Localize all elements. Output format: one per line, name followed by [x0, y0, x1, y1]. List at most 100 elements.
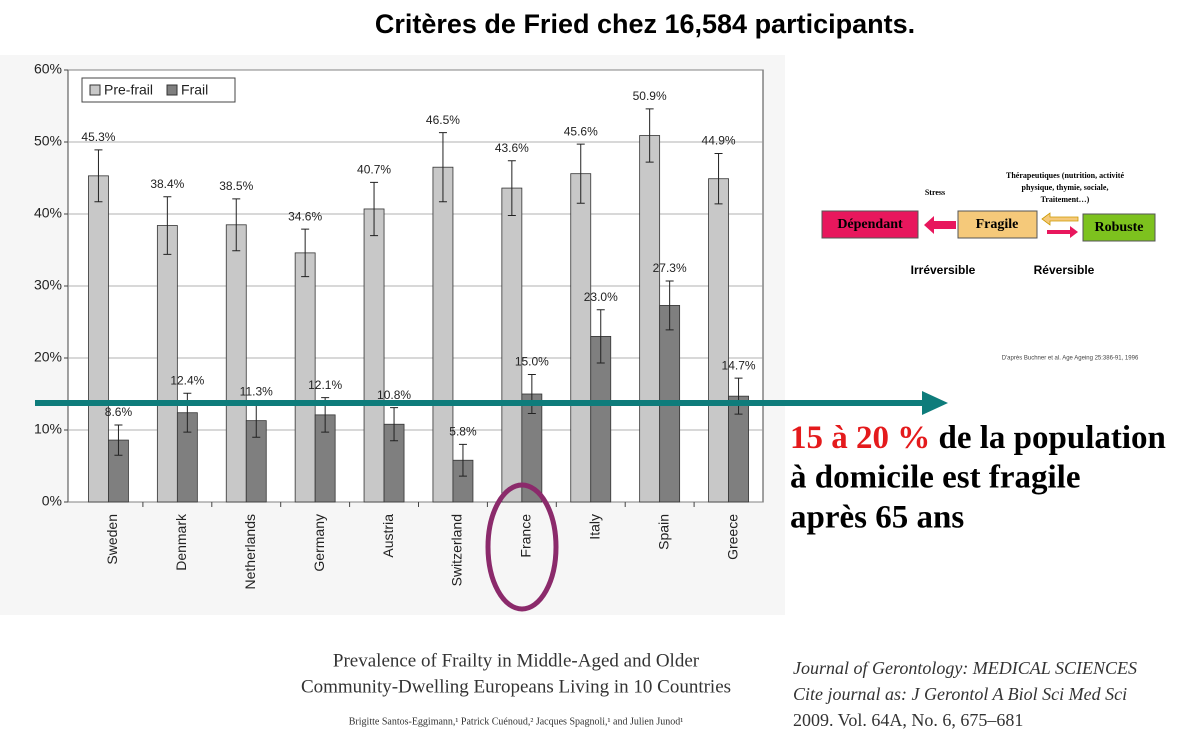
journal-line: Cite journal as: J Gerontol A Biol Sci M… [793, 684, 1127, 704]
x-tick-label: France [518, 514, 534, 558]
bar [363, 208, 385, 503]
error-bar [390, 407, 399, 442]
bar [88, 175, 109, 503]
legend-swatch [166, 84, 178, 96]
error-bar [114, 424, 123, 456]
y-tick-label: 20% [34, 349, 62, 365]
slide-title: Critères de Fried chez 16,584 participan… [375, 9, 915, 39]
bar [156, 225, 178, 503]
highlight-circle [485, 482, 559, 612]
x-tick-label: Switzerland [449, 514, 465, 586]
x-tick-label: Italy [586, 514, 602, 540]
legend-label: Pre-frail [104, 82, 153, 98]
article-authors: Brigitte Santos-Eggimann,¹ Patrick Cuéno… [349, 716, 683, 727]
value-label: 38.5% [219, 179, 253, 193]
article-title: Prevalence of Frailty in Middle-Aged and… [333, 650, 700, 671]
article-title: Community-Dwelling Europeans Living in 1… [301, 676, 731, 697]
node-label: Dépendant [837, 217, 903, 232]
error-bar [183, 392, 192, 433]
bar [501, 187, 523, 503]
therapeutics-label: Thérapeutiques (nutrition, activité [1006, 171, 1124, 180]
error-bar [645, 108, 654, 163]
therapeutics-label: physique, thymie, sociale, [1022, 183, 1109, 192]
x-tick-label: Denmark [173, 513, 189, 571]
bar [432, 166, 454, 503]
message-highlight: 15 à 20 % [790, 420, 930, 456]
value-label: 10.8% [377, 388, 411, 402]
error-bar [301, 228, 310, 278]
value-label: 23.0% [584, 290, 618, 304]
message-line: 15 à 20 % de la population [790, 420, 1166, 456]
node-label: Fragile [976, 217, 1019, 232]
error-bar [665, 280, 674, 331]
bar [708, 178, 729, 503]
error-bar [163, 196, 172, 255]
node-box [1082, 213, 1156, 242]
arrow [1041, 212, 1079, 226]
error-bar [438, 132, 447, 203]
x-tick-label: Netherlands [242, 514, 258, 590]
y-tick-label: 10% [34, 421, 62, 437]
value-label: 45.6% [564, 124, 598, 138]
bar-chart: 0% 10% 20% 30% 40% 50% 60% Sweden 45.3% 8.6% Denma… [34, 61, 763, 590]
value-label: 12.4% [170, 373, 204, 387]
value-label: 14.7% [722, 358, 756, 372]
error-bar [507, 160, 516, 216]
x-tick-label: Austria [380, 514, 396, 558]
y-tick-label: 40% [34, 205, 62, 221]
y-tick-label: 0% [42, 493, 62, 509]
value-label: 34.6% [288, 209, 322, 223]
error-bar [734, 377, 743, 415]
node-label: Robuste [1094, 220, 1143, 235]
bar [639, 135, 661, 503]
error-bar [527, 374, 536, 414]
value-label: 5.8% [449, 425, 477, 439]
message-line: à domicile est fragile [790, 460, 1081, 496]
error-bar [370, 181, 379, 237]
error-bar [458, 443, 467, 477]
value-label: 38.4% [150, 177, 184, 191]
bar [570, 173, 592, 503]
y-tick-label: 50% [34, 133, 62, 149]
stress-label: Stress [925, 188, 945, 197]
value-label: 43.6% [495, 141, 529, 155]
error-bar [596, 309, 605, 364]
y-tick-label: 30% [34, 277, 62, 293]
journal-line: 2009. Vol. 64A, No. 6, 675–681 [793, 710, 1023, 730]
journal-line: Journal of Gerontology: MEDICAL SCIENCES [793, 658, 1137, 678]
y-tick-label: 60% [34, 61, 62, 77]
legend-label: Frail [181, 82, 208, 98]
error-bar [232, 198, 241, 252]
node-box [821, 210, 919, 239]
arrow [924, 216, 956, 234]
therapeutics-label: Traitement…) [1041, 195, 1090, 204]
value-label: 46.5% [426, 113, 460, 127]
reversible-label: Réversible [1034, 263, 1095, 277]
arrow [1047, 226, 1078, 238]
node-box [957, 210, 1038, 239]
error-bar [714, 153, 723, 205]
x-tick-label: Greece [724, 514, 740, 560]
x-tick-label: Germany [311, 514, 327, 572]
arrow-head [922, 391, 948, 415]
value-label: 11.3% [240, 384, 273, 398]
message-text: de la population [930, 420, 1166, 456]
value-label: 12.1% [308, 378, 342, 392]
legend-swatch [89, 84, 101, 96]
legend-box [81, 77, 236, 103]
x-tick-label: Spain [655, 514, 671, 550]
bar [225, 224, 247, 503]
value-label: 15.0% [515, 355, 549, 369]
error-bar [94, 149, 103, 203]
irreversible-label: Irréversible [911, 263, 976, 277]
error-bar [576, 143, 585, 204]
value-label: 50.9% [633, 89, 667, 103]
value-label: 45.3% [81, 130, 115, 144]
x-tick-label: Sweden [104, 514, 120, 565]
message-line: après 65 ans [790, 500, 964, 536]
value-label: 8.6% [105, 405, 133, 419]
value-label: 27.3% [653, 261, 687, 275]
value-label: 40.7% [357, 162, 391, 176]
